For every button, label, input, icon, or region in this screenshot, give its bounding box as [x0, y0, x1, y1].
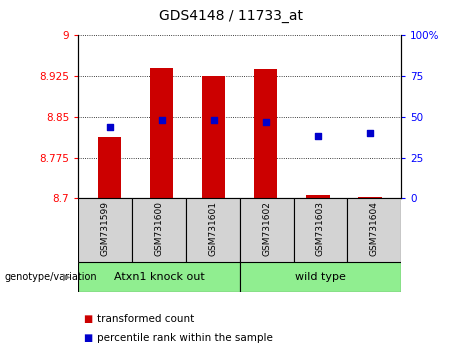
- Point: [106, 124, 113, 130]
- Text: genotype/variation: genotype/variation: [5, 272, 97, 282]
- Text: GSM731602: GSM731602: [262, 201, 271, 256]
- Bar: [358, 196, 382, 198]
- Bar: [150, 68, 173, 198]
- Text: ■: ■: [83, 314, 92, 324]
- Bar: [254, 69, 278, 198]
- Bar: [132, 198, 186, 262]
- Text: GSM731601: GSM731601: [208, 201, 217, 256]
- Text: GSM731600: GSM731600: [154, 201, 164, 256]
- Point: [158, 117, 165, 123]
- Bar: [240, 198, 294, 262]
- Point: [366, 130, 373, 136]
- Text: wild type: wild type: [295, 272, 346, 282]
- Bar: [78, 198, 401, 262]
- Bar: [306, 195, 330, 198]
- Text: ■: ■: [83, 333, 92, 343]
- Text: transformed count: transformed count: [97, 314, 194, 324]
- Point: [210, 117, 218, 123]
- Bar: [202, 76, 225, 198]
- Point: [262, 119, 269, 125]
- Bar: [347, 198, 401, 262]
- Bar: [240, 262, 401, 292]
- Bar: [186, 198, 240, 262]
- Text: ▶: ▶: [63, 272, 71, 282]
- Text: GSM731599: GSM731599: [101, 201, 110, 256]
- Text: Atxn1 knock out: Atxn1 knock out: [114, 272, 204, 282]
- Bar: [294, 198, 347, 262]
- Text: percentile rank within the sample: percentile rank within the sample: [97, 333, 273, 343]
- Bar: [78, 198, 132, 262]
- Text: GDS4148 / 11733_at: GDS4148 / 11733_at: [159, 9, 302, 23]
- Text: GSM731604: GSM731604: [370, 201, 378, 256]
- Point: [314, 133, 321, 139]
- Bar: [78, 262, 240, 292]
- Text: GSM731603: GSM731603: [316, 201, 325, 256]
- Bar: [98, 137, 121, 198]
